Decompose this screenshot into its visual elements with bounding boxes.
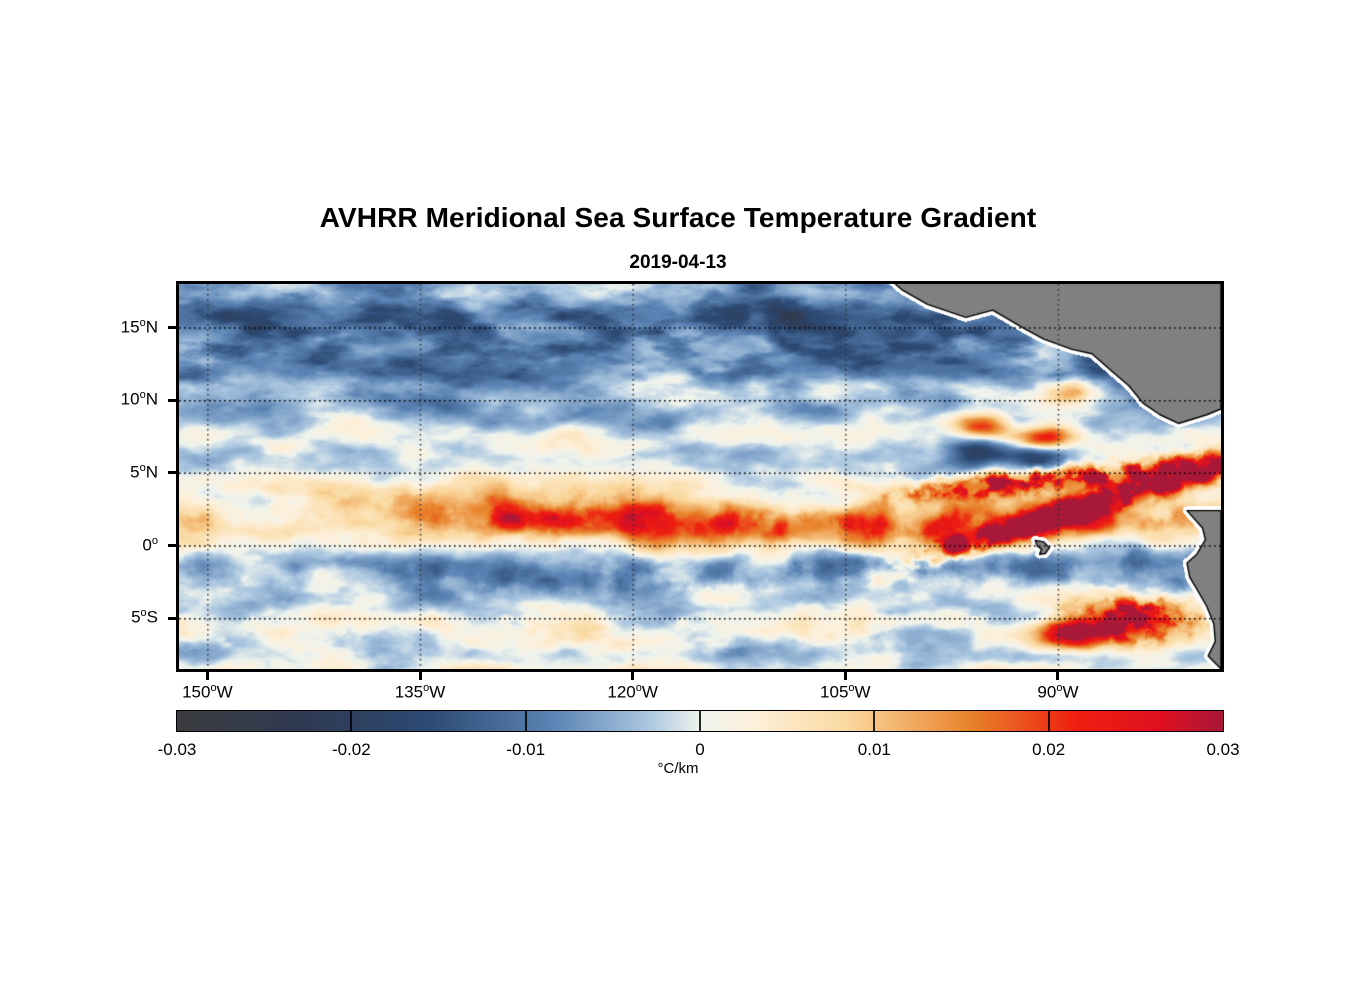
y-tick-1 (168, 398, 179, 402)
x-tick-label-0: 150oW (182, 682, 233, 702)
y-tick-3 (168, 544, 179, 547)
colorbar-tick-2 (524, 710, 527, 732)
y-tick-label-3: 0o (142, 534, 158, 555)
y-tick-4 (168, 616, 179, 620)
colorbar-tick-4 (873, 710, 876, 732)
y-tick-0 (168, 326, 179, 330)
x-tick-3 (843, 669, 847, 680)
y-tick-label-0: 15oN (120, 316, 158, 337)
x-tick-label-1: 135oW (394, 682, 446, 702)
chart-title: AVHRR Meridional Sea Surface Temperature… (319, 202, 1037, 233)
y-tick-label-1: 10oN (120, 389, 158, 409)
y-tick-2 (168, 471, 179, 475)
x-tick-label-2: 120oW (607, 682, 658, 702)
colorbar-label-4: 0.01 (857, 740, 891, 759)
colorbar-label-2: -0.01 (506, 740, 546, 759)
x-tick-2 (631, 669, 635, 680)
colorbar-label-6: 0.03 (1206, 740, 1240, 759)
y-tick-label-2: 5oN (130, 461, 158, 482)
colorbar-label-5: 0.02 (1032, 740, 1066, 759)
map-axes (176, 281, 1224, 672)
x-tick-0 (205, 669, 209, 680)
colorbar-label-3: 0 (695, 740, 705, 759)
colorbar-tick-5 (1047, 710, 1050, 732)
colorbar-tick-3 (699, 710, 701, 732)
colorbar-label-0: -0.03 (157, 740, 197, 759)
x-tick-4 (1056, 669, 1060, 680)
colorbar-unit-label: °C/km (657, 760, 699, 777)
x-tick-label-3: 105oW (820, 682, 871, 702)
x-tick-1 (418, 669, 422, 680)
sst-gradient-heatmap (179, 284, 1221, 669)
colorbar-tick-1 (350, 710, 353, 732)
x-tick-label-4: 90oW (1037, 682, 1079, 702)
chart-subtitle-date: 2019-04-13 (629, 252, 727, 273)
y-tick-label-4: 5oS (131, 607, 158, 627)
colorbar-label-1: -0.02 (331, 740, 371, 759)
